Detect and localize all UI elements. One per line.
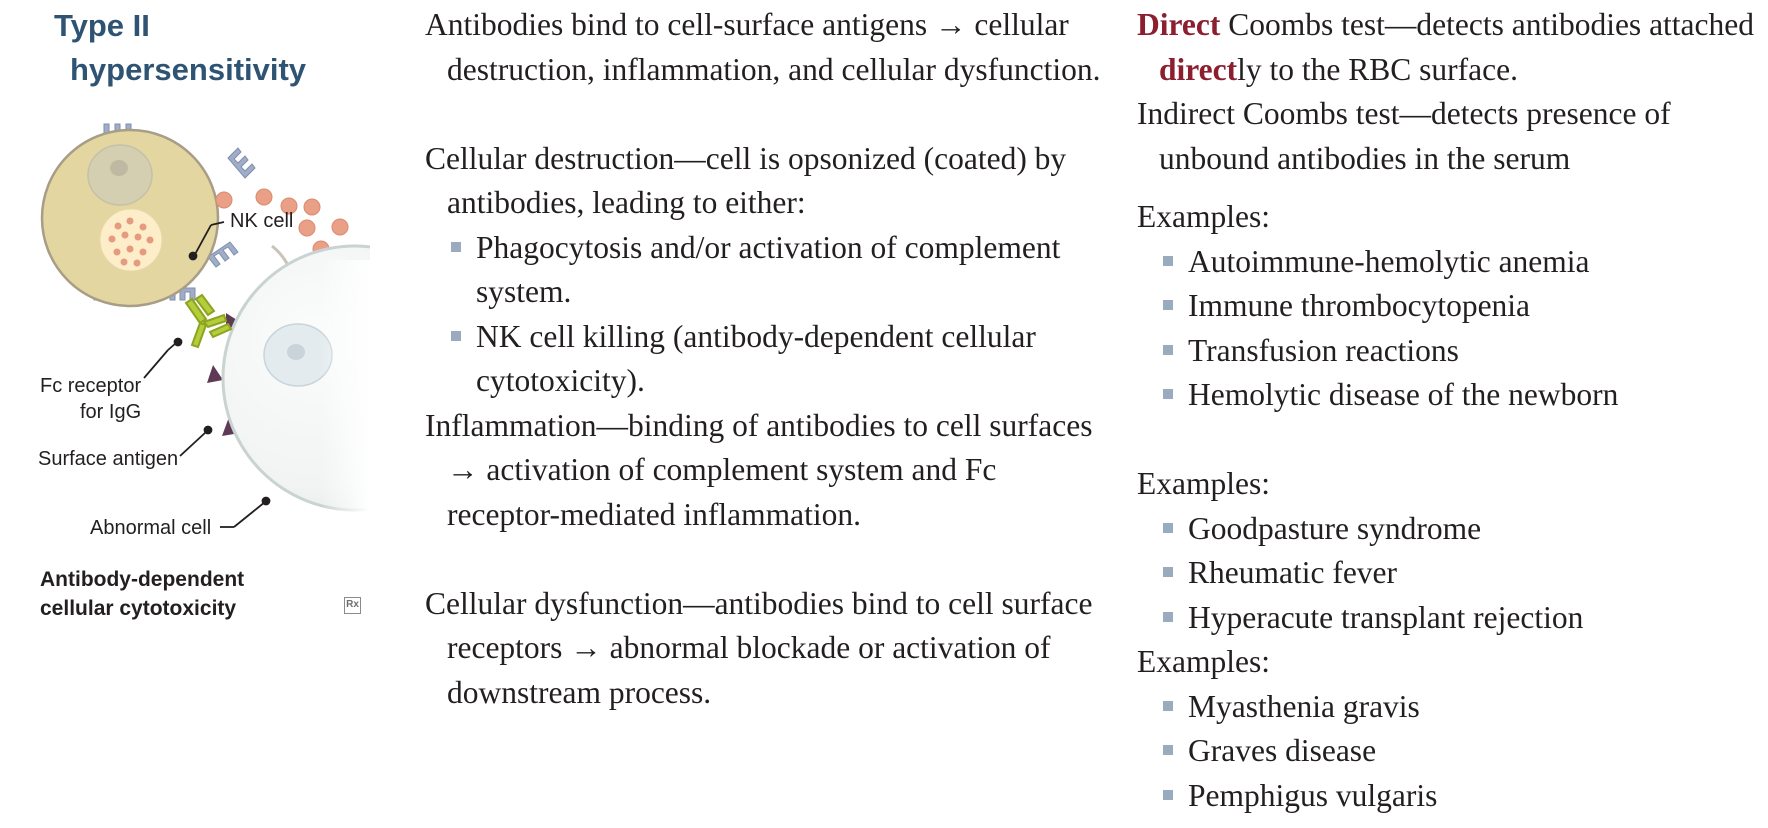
list-item: Rheumatic fever bbox=[1159, 551, 1762, 596]
list-item: Hemolytic disease of the newborn bbox=[1159, 373, 1762, 418]
title-line-2: hypersensitivity bbox=[70, 52, 307, 87]
mechanism-dysfunction: Cellular dysfunction—antibodies bind to … bbox=[425, 585, 1093, 710]
dysfunction-examples: Myasthenia gravis Graves disease Pemphig… bbox=[1137, 685, 1762, 819]
list-item: Immune thrombocytopenia bbox=[1159, 284, 1762, 329]
mechanism-inflammation: Inflammation—binding of antibodies to ce… bbox=[425, 407, 1093, 532]
label-fc-receptor: Fc receptor bbox=[40, 375, 141, 397]
examples-label: Examples: bbox=[1137, 466, 1270, 501]
caption-line-2: cellular cytotoxicity bbox=[40, 597, 237, 620]
list-item: Transfusion reactions bbox=[1159, 329, 1762, 374]
list-item: Graves disease bbox=[1159, 729, 1762, 774]
inflammation-examples: Goodpasture syndrome Rheumatic fever Hyp… bbox=[1137, 507, 1762, 641]
list-item: Autoimmune-hemolytic anemia bbox=[1159, 240, 1762, 285]
caption-line-1: Antibody-dependent bbox=[40, 568, 245, 591]
mechanism-destruction: Cellular destruction—cell is opsonized (… bbox=[425, 140, 1067, 221]
direct-highlight: Direct bbox=[1137, 7, 1221, 42]
label-fc-receptor-igg: for IgG bbox=[80, 401, 141, 423]
direct-coombs-text-2: ly to the RBC surface. bbox=[1237, 51, 1518, 87]
indirect-coombs: Indirect Coombs test—detects presence of… bbox=[1137, 96, 1671, 176]
direct-coombs: Direct Coombs test—detects antibodies at… bbox=[1137, 3, 1762, 92]
label-abnormal-cell: Abnormal cell bbox=[90, 517, 211, 539]
destruction-examples: Autoimmune-hemolytic anemia Immune throm… bbox=[1137, 240, 1762, 418]
adcc-diagram: NK cell Fc receptor for IgG Surface anti… bbox=[38, 123, 370, 539]
examples-label: Examples: bbox=[1137, 644, 1270, 679]
leader-lines bbox=[143, 221, 271, 528]
direct-highlight-2: direct bbox=[1159, 51, 1238, 87]
page-title: Type II hypersensitivity bbox=[54, 4, 384, 92]
list-item: Hyperacute transplant rejection bbox=[1159, 596, 1762, 641]
mechanism-intro: Antibodies bind to cell-surface antigens… bbox=[425, 7, 1101, 87]
examples-column: Direct Coombs test—detects antibodies at… bbox=[1137, 3, 1762, 818]
direct-coombs-text: Coombs test—detects antibodies attached bbox=[1220, 7, 1754, 42]
title-line-1: Type II bbox=[54, 8, 150, 43]
list-item: Phagocytosis and/or activation of comple… bbox=[447, 226, 1105, 315]
granule-vesicle bbox=[99, 208, 163, 272]
list-item: Goodpasture syndrome bbox=[1159, 507, 1762, 552]
list-item: Myasthenia gravis bbox=[1159, 685, 1762, 730]
igg-antibody bbox=[184, 293, 233, 349]
diagram-caption: Antibody-dependent cellular cytotoxicity bbox=[40, 565, 244, 623]
list-item: NK cell killing (antibody-dependent cell… bbox=[447, 315, 1105, 404]
examples-label: Examples: bbox=[1137, 199, 1270, 234]
mechanism-column: Antibodies bind to cell-surface antigens… bbox=[425, 3, 1105, 715]
rx-logo: Rx bbox=[344, 597, 361, 614]
list-item: Pemphigus vulgaris bbox=[1159, 774, 1762, 819]
label-surface-antigen: Surface antigen bbox=[38, 448, 178, 470]
label-nk-cell: NK cell bbox=[230, 210, 293, 232]
nk-nucleolus bbox=[110, 160, 128, 176]
destruction-bullets: Phagocytosis and/or activation of comple… bbox=[425, 226, 1105, 404]
